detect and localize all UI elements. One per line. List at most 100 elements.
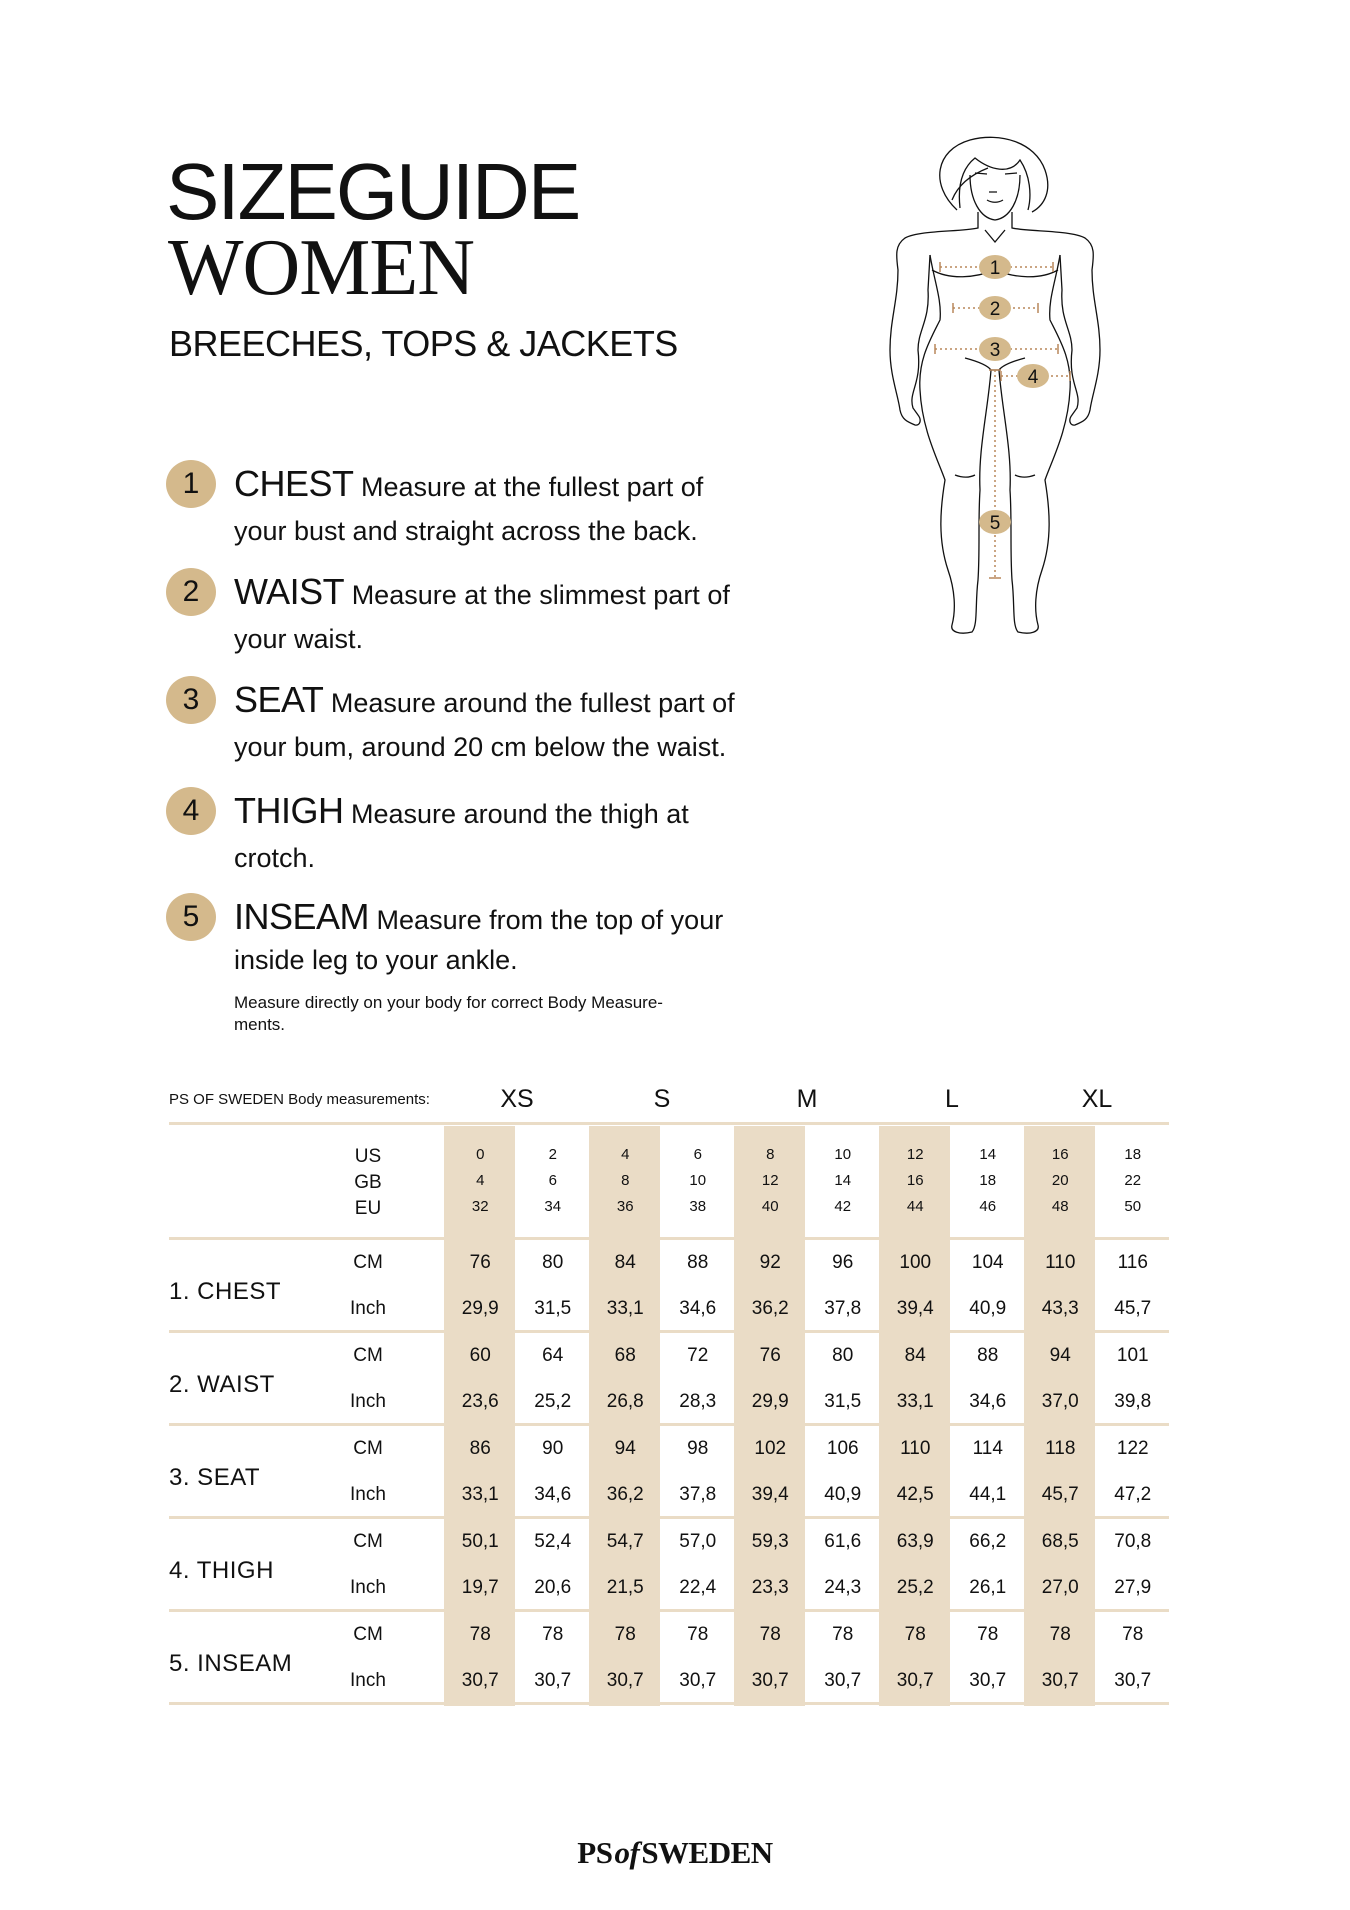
unit-label-cm: CM: [353, 1624, 383, 1645]
logo-part: of: [614, 1835, 640, 1870]
row-divider: [169, 1122, 1169, 1125]
size-header-s: S: [653, 1085, 671, 1113]
logo-part: SWEDEN: [641, 1835, 773, 1870]
marker-circle: [979, 296, 1011, 320]
size-system-value: 12: [906, 1146, 924, 1163]
cm-value: 64: [542, 1345, 564, 1366]
inch-value: 45,7: [1114, 1298, 1152, 1319]
inch-value: 27,0: [1041, 1577, 1079, 1598]
unit-label-inch: Inch: [350, 1391, 386, 1412]
unit-label-cm: CM: [353, 1252, 383, 1273]
size-system-value: 40: [761, 1198, 779, 1215]
size-system-value: 36: [616, 1198, 634, 1215]
row-label: 2. WAIST: [169, 1371, 275, 1398]
cm-value: 52,4: [534, 1531, 572, 1552]
cm-value: 92: [759, 1252, 781, 1273]
inch-value: 40,9: [824, 1484, 862, 1505]
size-system-value: 4: [621, 1146, 630, 1163]
measurement-text: INSEAM Measure from the top of your insi…: [234, 895, 834, 978]
cm-value: 118: [1045, 1438, 1076, 1459]
row-divider: [169, 1516, 1169, 1519]
cm-value: 54,7: [606, 1531, 644, 1552]
measurement-text: SEAT Measure around the fullest part of …: [234, 678, 834, 769]
cm-value: 96: [832, 1252, 854, 1273]
inch-value: 40,9: [969, 1298, 1007, 1319]
brand-logo: PSofSWEDEN: [0, 1835, 1350, 1871]
inch-value: 43,3: [1041, 1298, 1079, 1319]
row-divider: [169, 1609, 1169, 1612]
number-badge: 1: [166, 460, 216, 508]
cm-value: 100: [899, 1252, 932, 1273]
cm-value: 94: [614, 1438, 636, 1459]
inch-value: 26,8: [606, 1391, 644, 1412]
inch-value: 37,8: [679, 1484, 717, 1505]
inch-value: 33,1: [606, 1298, 644, 1319]
size-system-value: 10: [834, 1146, 852, 1163]
cm-value: 61,6: [824, 1531, 862, 1552]
cm-value: 59,3: [751, 1531, 789, 1552]
size-system-value: 2: [548, 1146, 557, 1163]
marker-label: 4: [1028, 367, 1039, 388]
inch-value: 30,7: [1114, 1670, 1152, 1691]
cm-value: 78: [904, 1624, 926, 1645]
inch-value: 24,3: [824, 1577, 862, 1598]
size-system-value: 10: [689, 1172, 707, 1189]
cm-value: 68,5: [1041, 1531, 1079, 1552]
inch-value: 34,6: [679, 1298, 717, 1319]
cm-value: 94: [1049, 1345, 1071, 1366]
unit-label-cm: CM: [353, 1345, 383, 1366]
marker-circle: [979, 337, 1011, 361]
cm-value: 78: [614, 1624, 636, 1645]
size-system-value: 48: [1051, 1198, 1069, 1215]
inch-value: 37,0: [1041, 1391, 1079, 1412]
inch-value: 47,2: [1114, 1484, 1152, 1505]
size-system-value: 20: [1051, 1172, 1069, 1189]
note-line: ments.: [234, 1015, 286, 1034]
cm-value: 66,2: [969, 1531, 1007, 1552]
inch-value: 31,5: [824, 1391, 862, 1412]
size-system-value: 32: [471, 1198, 489, 1215]
cm-value: 84: [904, 1345, 926, 1366]
measurement-name: THIGH: [234, 790, 344, 831]
figure-markers: 1 2 3 4 5: [979, 255, 1049, 534]
inch-value: 30,7: [824, 1670, 862, 1691]
inch-value: 25,2: [896, 1577, 934, 1598]
size-system-label: EU: [354, 1198, 382, 1219]
cm-value: 78: [469, 1624, 491, 1645]
cm-value: 78: [1049, 1624, 1071, 1645]
inch-value: 31,5: [534, 1298, 572, 1319]
measurement-desc: crotch.: [234, 843, 316, 873]
unit-label-inch: Inch: [350, 1577, 386, 1598]
size-system-value: 0: [476, 1146, 485, 1163]
page-title-women: WOMEN: [168, 224, 475, 312]
size-system-value: 6: [693, 1146, 702, 1163]
cm-value: 86: [469, 1438, 491, 1459]
page-subtitle: BREECHES, TOPS & JACKETS: [169, 323, 678, 364]
measurement-desc: your waist.: [234, 624, 364, 654]
cm-value: 80: [542, 1252, 564, 1273]
cm-value: 68: [614, 1345, 636, 1366]
inch-value: 37,8: [824, 1298, 862, 1319]
measurement-desc: Measure from the top of your: [376, 905, 724, 935]
cm-value: 80: [832, 1345, 854, 1366]
size-system-value: 38: [689, 1198, 707, 1215]
cm-value: 90: [542, 1438, 564, 1459]
size-system-value: 8: [766, 1146, 775, 1163]
number-badge: 2: [166, 568, 216, 616]
size-system-value: 4: [476, 1172, 485, 1189]
size-system-value: 22: [1124, 1172, 1142, 1189]
inch-value: 23,6: [461, 1391, 499, 1412]
inch-value: 36,2: [606, 1484, 644, 1505]
row-divider: [169, 1330, 1169, 1333]
cm-value: 57,0: [679, 1531, 717, 1552]
size-system-value: 46: [979, 1198, 997, 1215]
size-system-value: 8: [621, 1172, 630, 1189]
inch-value: 29,9: [751, 1391, 789, 1412]
number-badge: 3: [166, 676, 216, 724]
table-label: PS OF SWEDEN Body measurements:: [169, 1091, 430, 1108]
inch-value: 30,7: [534, 1670, 572, 1691]
logo-part: PS: [577, 1835, 613, 1870]
body-figure-illustration: 1 2 3 4 5: [889, 136, 1101, 634]
row-label: 1. CHEST: [169, 1278, 282, 1305]
measurement-desc: your bum, around 20 cm below the waist.: [234, 732, 727, 762]
